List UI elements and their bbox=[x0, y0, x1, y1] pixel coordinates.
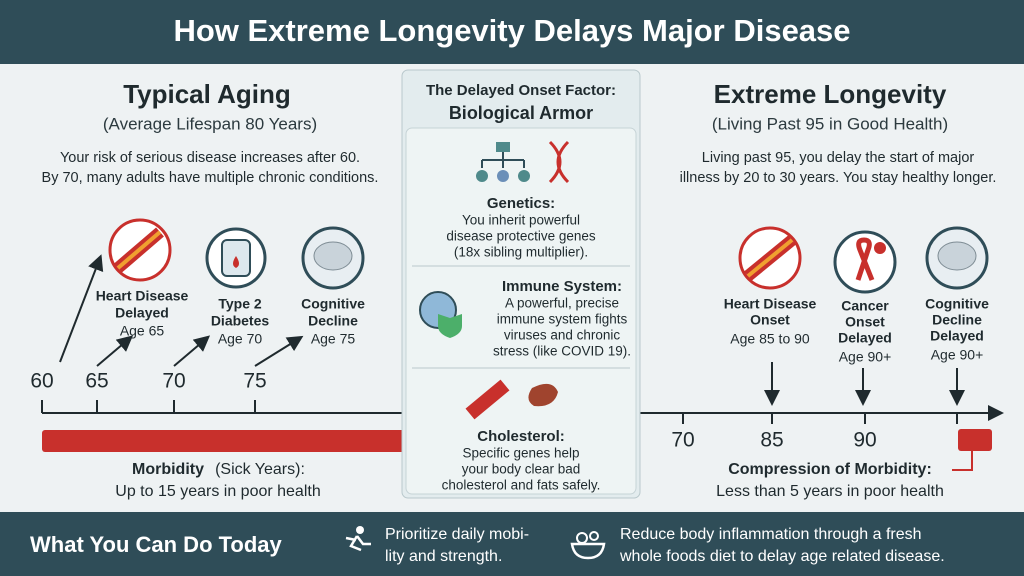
arrow bbox=[96, 335, 134, 367]
factor-text: your body clear bad bbox=[462, 462, 581, 477]
heart-icon bbox=[108, 218, 172, 282]
tip: Prioritize daily mobi- bbox=[385, 526, 529, 543]
event-label: Decline bbox=[308, 313, 358, 329]
morbidity-term: Morbidity bbox=[132, 461, 204, 478]
age-tick-label: 70 bbox=[162, 370, 185, 393]
event-age: Age 85 to 90 bbox=[730, 331, 810, 347]
factor-text: stress (like COVID 19). bbox=[493, 344, 631, 359]
morbidity-bar bbox=[42, 430, 422, 452]
description: By 70, many adults have multiple chronic… bbox=[42, 170, 379, 186]
age-tick-label: 70 bbox=[671, 429, 694, 452]
section-subheading: (Living Past 95 in Good Health) bbox=[712, 114, 948, 133]
morbidity-text: Less than 5 years in poor health bbox=[716, 483, 944, 500]
morbidity-note: (Sick Years): bbox=[215, 461, 305, 478]
event-age: Age 75 bbox=[311, 331, 356, 347]
factor-title: Immune System: bbox=[502, 278, 622, 295]
arrow bbox=[254, 335, 304, 367]
panel-subheading: Biological Armor bbox=[449, 103, 593, 123]
event-age: Age 65 bbox=[120, 323, 165, 339]
cholesterol-icon bbox=[465, 379, 558, 420]
event-label: Onset bbox=[750, 312, 790, 328]
event-label: Cognitive bbox=[925, 296, 989, 312]
title-bar bbox=[0, 0, 1024, 64]
event-label: Heart Disease bbox=[724, 296, 817, 312]
factor-title: Cholesterol: bbox=[477, 428, 565, 445]
title: How Extreme Longevity Delays Major Disea… bbox=[173, 13, 850, 48]
factor-text: immune system fights bbox=[497, 312, 628, 327]
connector bbox=[952, 451, 973, 471]
age-tick-label: 75 bbox=[243, 370, 266, 393]
factor-text: cholesterol and fats safely. bbox=[442, 478, 601, 493]
section-subheading: (Average Lifespan 80 Years) bbox=[103, 114, 317, 133]
event-label: Delayed bbox=[838, 330, 892, 346]
brain-icon bbox=[925, 226, 989, 290]
age-tick-label: 60 bbox=[30, 370, 53, 393]
tip: Reduce body inflammation through a fresh bbox=[620, 526, 922, 543]
event-label: Cancer bbox=[841, 298, 889, 314]
event-label: Onset bbox=[845, 314, 885, 330]
heart-icon bbox=[738, 226, 802, 290]
section-heading: Typical Aging bbox=[123, 79, 291, 109]
factor-text: You inherit powerful bbox=[462, 213, 580, 228]
factor-text: viruses and chronic bbox=[504, 328, 621, 343]
factor-text: Specific genes help bbox=[462, 446, 579, 461]
event-age: Age 90+ bbox=[839, 349, 892, 365]
footer-title: What You Can Do Today bbox=[30, 532, 283, 557]
event-label: Diabetes bbox=[211, 313, 270, 329]
section-heading: Extreme Longevity bbox=[714, 79, 947, 109]
event-label: Decline bbox=[932, 312, 982, 328]
event-label: Cognitive bbox=[301, 296, 365, 312]
factor-text: A powerful, precise bbox=[505, 296, 619, 311]
center-inner-panel bbox=[405, 127, 637, 495]
factor-text: (18x sibling multiplier). bbox=[454, 245, 588, 260]
bowl-icon bbox=[570, 531, 606, 560]
runner-icon bbox=[345, 526, 371, 552]
arrow bbox=[173, 335, 211, 367]
age-tick-label: 90 bbox=[853, 429, 876, 452]
tip: lity and strength. bbox=[385, 548, 502, 565]
footer-bar bbox=[0, 512, 1024, 576]
morbidity-text: Up to 15 years in poor health bbox=[115, 483, 320, 500]
event-age: Age 70 bbox=[218, 331, 263, 347]
event-label: Type 2 bbox=[218, 296, 262, 312]
event-label: Heart Disease bbox=[96, 288, 189, 304]
diabetes-icon bbox=[205, 227, 267, 289]
event-label: Delayed bbox=[115, 305, 169, 321]
tip: whole foods diet to delay age related di… bbox=[619, 548, 945, 565]
age-tick-label: 85 bbox=[760, 429, 783, 452]
age-tick-label: 65 bbox=[85, 370, 108, 393]
brain-icon bbox=[301, 226, 365, 290]
cancer-icon bbox=[833, 230, 897, 294]
tick-marks bbox=[41, 400, 958, 424]
texts: How Extreme Longevity Delays Major Disea… bbox=[30, 13, 996, 565]
factor-title: Genetics: bbox=[487, 195, 555, 212]
morbidity-term: Compression of Morbidity: bbox=[728, 461, 932, 478]
genetics-icon bbox=[476, 140, 570, 184]
event-age: Age 90+ bbox=[931, 347, 984, 363]
immune-icon bbox=[419, 291, 462, 338]
description: Living past 95, you delay the start of m… bbox=[702, 150, 975, 166]
compressed-morbidity-bar bbox=[958, 429, 992, 451]
factor-text: disease protective genes bbox=[446, 229, 596, 244]
description: illness by 20 to 30 years. You stay heal… bbox=[680, 170, 997, 186]
arrow bbox=[59, 254, 104, 363]
description: Your risk of serious disease increases a… bbox=[60, 150, 360, 166]
event-label: Delayed bbox=[930, 328, 984, 344]
panel-heading: The Delayed Onset Factor: bbox=[426, 82, 616, 99]
